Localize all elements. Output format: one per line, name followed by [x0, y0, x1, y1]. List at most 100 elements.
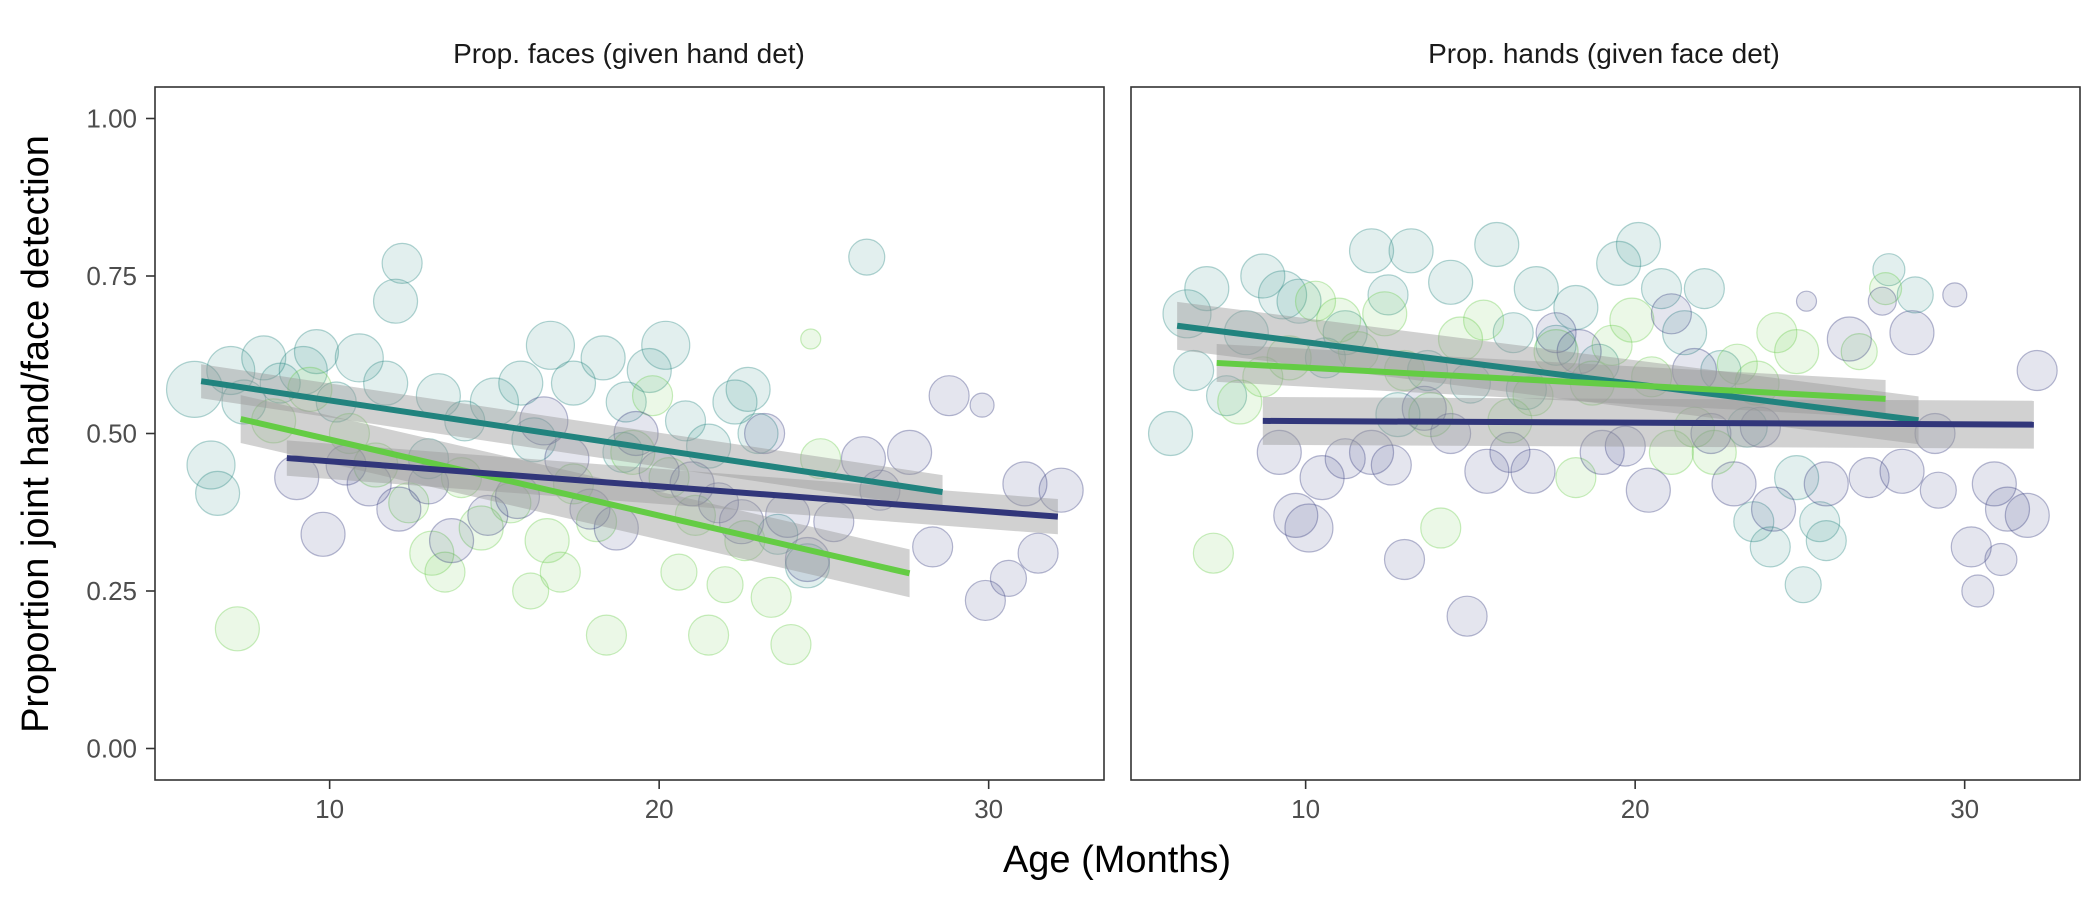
- data-point-green: [1462, 299, 1505, 341]
- data-point-green: [585, 614, 628, 656]
- data-point-green: [687, 614, 730, 656]
- data-point-dark: [300, 511, 346, 557]
- data-point-teal: [626, 347, 672, 394]
- data-point-green: [539, 551, 581, 593]
- data-point-dark: [1370, 444, 1412, 486]
- panel-title: Prop. faces (given hand det): [453, 38, 805, 69]
- data-point-teal: [1805, 519, 1847, 562]
- fit-line-dark: [1262, 417, 2034, 428]
- data-point-teal: [1553, 284, 1599, 331]
- data-point-green: [524, 517, 570, 564]
- data-point-teal: [372, 278, 419, 324]
- data-point-teal: [1474, 221, 1520, 268]
- data-point-dark: [1961, 574, 1995, 608]
- data-point-green: [1420, 507, 1462, 549]
- data-point-green: [800, 438, 842, 480]
- data-point-green: [1294, 280, 1337, 322]
- y-axis: 0.00 0.25 0.50 0.75 1.00: [86, 104, 155, 764]
- x-tick-label: 10: [1291, 794, 1320, 824]
- data-point-teal: [664, 400, 707, 442]
- data-point-dark: [467, 494, 509, 537]
- data-point-green: [214, 606, 260, 652]
- data-point-dark: [1984, 542, 2018, 577]
- data-point-green: [1840, 333, 1878, 371]
- data-point-dark: [1017, 532, 1059, 574]
- x-axis-title: Age (Months): [1003, 839, 1231, 881]
- data-point-teal: [1257, 270, 1308, 320]
- data-point-green: [1691, 429, 1737, 475]
- data-point-teal: [1683, 268, 1725, 310]
- data-point-teal: [1749, 526, 1791, 568]
- data-point-teal: [848, 238, 886, 276]
- data-point-dark: [1510, 448, 1556, 494]
- data-point-dark: [1795, 290, 1818, 312]
- data-point-teal: [737, 412, 779, 455]
- y-tick-label: 1.00: [86, 104, 137, 134]
- data-point-green: [1609, 297, 1655, 343]
- data-point-dark: [928, 375, 970, 417]
- data-point-green: [1512, 375, 1554, 417]
- data-point-dark: [1984, 486, 2031, 532]
- data-point-dark: [1002, 461, 1048, 507]
- x-tick-label: 30: [1950, 794, 1979, 824]
- data-point-green: [1756, 312, 1798, 354]
- data-point-teal: [363, 360, 409, 406]
- data-point-teal: [1375, 392, 1421, 438]
- data-point-teal: [1733, 501, 1775, 543]
- data-point-green: [1217, 379, 1263, 425]
- data-point-dark: [1750, 486, 1797, 532]
- data-point-dark: [1556, 329, 1602, 375]
- data-point-dark: [1826, 316, 1872, 362]
- data-point-teal: [1492, 312, 1534, 354]
- x-tick-label: 30: [974, 794, 1003, 824]
- data-point-green: [388, 482, 430, 524]
- data-point-teal: [1147, 410, 1194, 457]
- data-point-dark: [886, 429, 933, 475]
- data-point-dark: [274, 455, 320, 501]
- data-point-dark: [1848, 457, 1890, 499]
- data-point-dark: [669, 461, 715, 507]
- data-point-dark: [1604, 425, 1646, 467]
- data-point-dark: [1256, 429, 1302, 475]
- data-point-green: [424, 551, 466, 593]
- data-point-dark: [1535, 312, 1577, 354]
- data-point-teal: [334, 333, 384, 383]
- y-tick-label: 0.25: [86, 576, 137, 606]
- data-point-teal: [1367, 274, 1409, 316]
- data-point-teal: [293, 329, 340, 375]
- data-point-teal: [1615, 221, 1662, 268]
- data-point-green: [1868, 272, 1903, 306]
- fit-line-green: [239, 416, 911, 577]
- data-point-dark: [1950, 526, 1992, 568]
- data-point-green: [458, 505, 504, 551]
- fit-line-teal: [200, 378, 943, 496]
- data-point-teal: [725, 366, 771, 412]
- panel-title: Prop. hands (given face det): [1428, 38, 1780, 69]
- fit-layer: [200, 378, 1059, 577]
- data-point-dark: [1889, 310, 1935, 356]
- fit-line-teal: [1176, 322, 1919, 424]
- data-point-green: [512, 572, 550, 610]
- data-point-dark: [1739, 406, 1781, 448]
- data-point-dark: [2016, 349, 2058, 392]
- data-point-teal: [1774, 455, 1820, 501]
- data-point-teal: [605, 381, 647, 423]
- data-point-teal: [1872, 253, 1906, 287]
- x-axis: 10 20 30: [315, 780, 1003, 824]
- data-point-dark: [1971, 461, 2017, 507]
- fit-layer: [1176, 322, 2034, 428]
- data-point-dark: [1489, 431, 1531, 473]
- panel-hands-given-face: Prop. hands (given face det) 10 20 30: [1130, 38, 2081, 824]
- y-tick-label: 0.00: [86, 734, 137, 764]
- data-point-teal: [1726, 406, 1768, 448]
- y-tick-label: 0.75: [86, 261, 137, 291]
- panel-border: [1130, 86, 2081, 781]
- data-point-dark: [376, 486, 422, 532]
- data-point-teal: [1513, 266, 1559, 312]
- data-point-teal: [498, 360, 544, 406]
- data-point-dark: [989, 559, 1028, 598]
- data-point-teal: [1276, 278, 1322, 324]
- data-point-dark: [2004, 492, 2050, 539]
